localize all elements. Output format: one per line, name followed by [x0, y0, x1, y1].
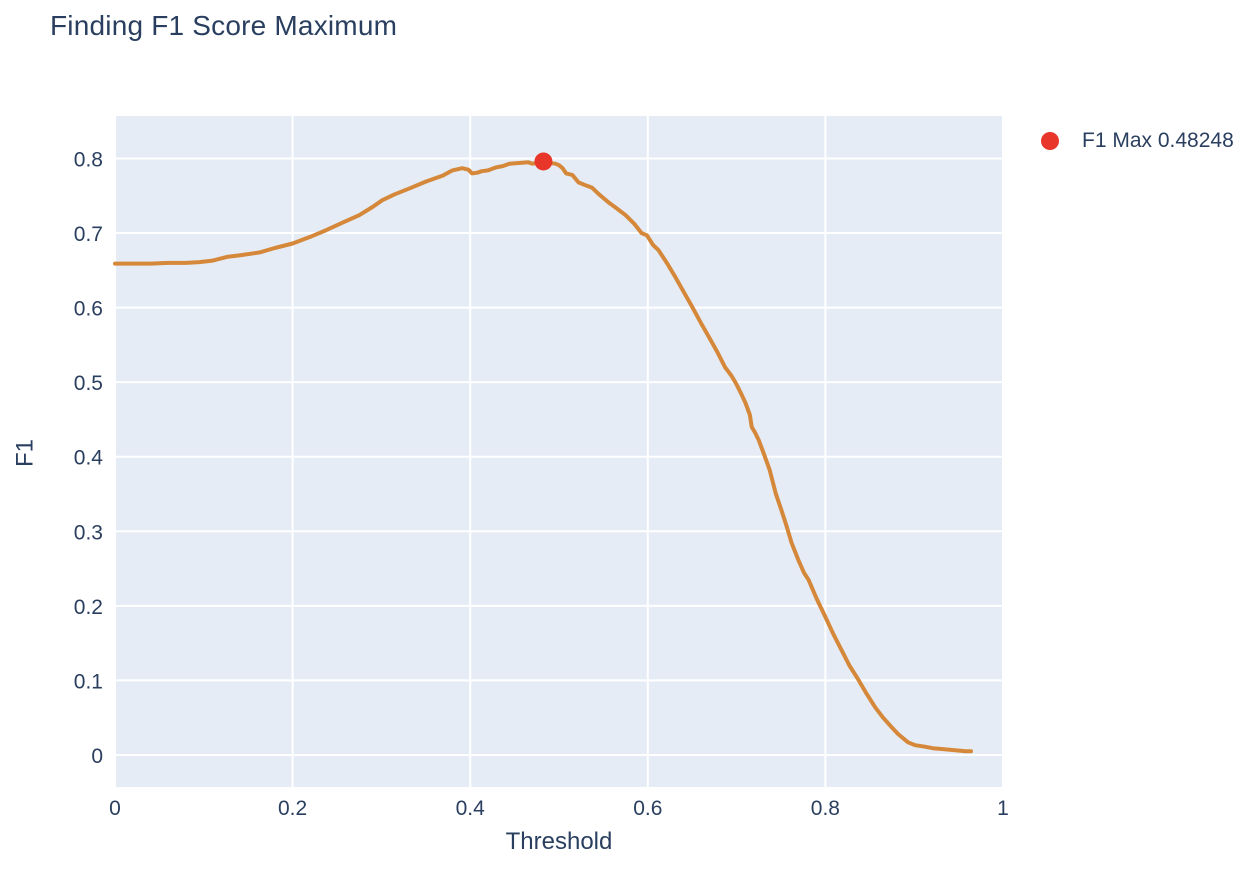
legend: F1 Max 0.48248: [1041, 129, 1234, 153]
legend-label: F1 Max 0.48248: [1082, 129, 1234, 152]
y-tick-label: 0.5: [74, 372, 103, 395]
y-tick-label: 0.4: [74, 447, 104, 470]
x-tick-label: 0.6: [633, 797, 662, 820]
legend-circle-marker-icon: [1041, 132, 1059, 150]
x-tick-label: 0.8: [811, 797, 840, 820]
legend-item-f1-max[interactable]: F1 Max 0.48248: [1041, 129, 1234, 153]
chart-title: Finding F1 Score Maximum: [50, 10, 398, 41]
x-axis-title: Threshold: [505, 828, 613, 855]
x-tick-label: 0.4: [456, 797, 486, 820]
plot-background: [115, 116, 1003, 787]
y-tick-label: 0.1: [74, 670, 103, 693]
y-tick-label: 0: [91, 745, 103, 768]
x-tick-label: 0: [109, 797, 121, 820]
y-axis-title: F1: [11, 439, 39, 468]
y-tick-label: 0.3: [74, 521, 103, 544]
f1-curve-line[interactable]: [113, 159, 973, 754]
x-tick-label: 0.2: [278, 797, 307, 820]
x-tick-label: 1: [997, 797, 1009, 820]
y-tick-label: 0.8: [74, 148, 103, 171]
y-tick-label: 0.6: [74, 298, 103, 321]
y-tick-label: 0.2: [74, 596, 103, 619]
f1-max-marker[interactable]: [534, 152, 553, 171]
y-tick-label: 0.7: [74, 223, 103, 246]
